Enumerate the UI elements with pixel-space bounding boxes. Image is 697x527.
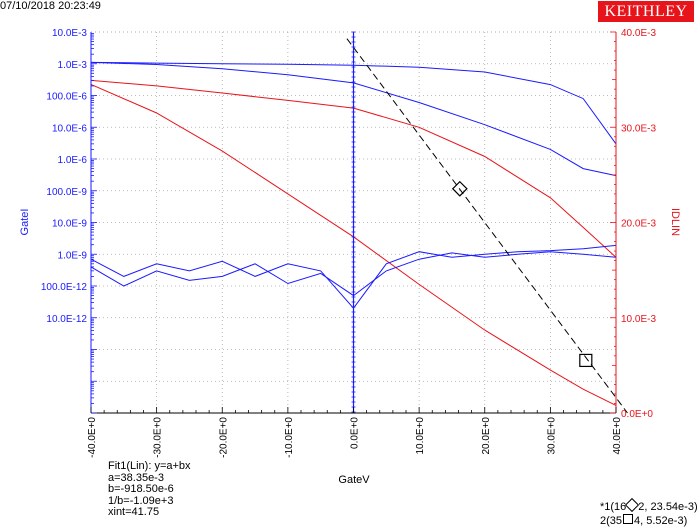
left-tick-label: 100.0E-6 xyxy=(46,92,87,103)
fit-title: Fit1(Lin): y=a+bx xyxy=(108,461,191,473)
left-tick-label: 1.0E-6 xyxy=(58,155,88,166)
left-tick-label: 10.0E-12 xyxy=(46,314,87,325)
marker-2-symbol xyxy=(580,354,592,366)
x-tick-label: 20.0E+0 xyxy=(481,417,492,455)
x-tick-label: -40.0E+0 xyxy=(87,417,98,458)
fit-xint: xint=41.75 xyxy=(108,507,191,519)
marker-1-prefix: *1(16 xyxy=(600,501,626,513)
left-tick-label: 100.0E-9 xyxy=(46,187,87,198)
x-tick-label: 40.0E+0 xyxy=(612,417,623,455)
left-tick-label: 1.0E-3 xyxy=(58,60,88,71)
right-tick-label: 30.0E-3 xyxy=(621,123,656,134)
x-tick-label: 0.0E+0 xyxy=(350,417,361,449)
fit-results: Fit1(Lin): y=a+bx a=38.35e-3 b=-918.50e-… xyxy=(108,461,191,519)
left-tick-label: 1.0E-9 xyxy=(58,250,88,261)
right-tick-label: 40.0E-3 xyxy=(621,28,656,39)
fit-line xyxy=(347,39,628,413)
right-tick-label: 20.0E-3 xyxy=(621,219,656,230)
marker-1-suffix: 2, 23.54e-3) xyxy=(638,501,697,513)
tick-labels: 10.0E-3 1.0E-3 100.0E-6 10.0E-6 1.0E-6 100.0E… xyxy=(41,28,657,458)
left-axis-label: GateI xyxy=(19,209,31,236)
left-tick-label: 100.0E-12 xyxy=(41,282,88,293)
axes xyxy=(91,32,616,413)
left-tick-label: 10.0E-3 xyxy=(52,28,87,39)
timestamp: 07/10/2018 20:23:49 xyxy=(0,0,101,12)
right-axis-label: IDLIN xyxy=(669,208,681,236)
x-tick-label: 10.0E+0 xyxy=(415,417,426,455)
x-axis-label: GateV xyxy=(338,474,370,486)
x-tick-label: -20.0E+0 xyxy=(218,417,229,458)
left-tick-label: 10.0E-6 xyxy=(52,123,87,134)
x-tick-label: -10.0E+0 xyxy=(284,417,295,458)
x-tick-label: -30.0E+0 xyxy=(153,417,164,458)
x-tick-label: 30.0E+0 xyxy=(546,417,557,455)
right-tick-label: 10.0E-3 xyxy=(621,314,656,325)
fit-line-path xyxy=(347,39,628,413)
marker-points xyxy=(453,182,592,367)
marker-2-icon xyxy=(623,514,633,524)
marker-1-readout: *1(16 2, 23.54e-3) xyxy=(600,500,697,514)
keithley-logo: KEITHLEY xyxy=(598,1,694,22)
left-tick-label: 10.0E-9 xyxy=(52,219,87,230)
right-tick-label: 0.0E+0 xyxy=(621,409,653,420)
